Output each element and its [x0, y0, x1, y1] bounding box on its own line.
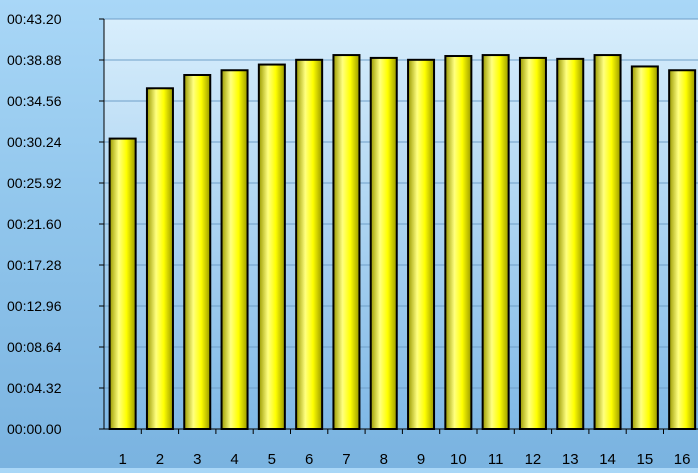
bar [593, 54, 622, 430]
bar [407, 58, 436, 431]
y-tick-label: 00:38.88 [7, 52, 62, 68]
y-tick-label: 00:34.56 [7, 93, 62, 109]
bar [220, 69, 249, 430]
x-tick-label: 4 [230, 451, 238, 468]
x-tick-label: 16 [674, 451, 691, 468]
x-tick-label: 3 [193, 451, 201, 468]
y-tick-label: 00:04.32 [7, 380, 62, 396]
y-tick-label: 00:25.92 [7, 175, 62, 191]
y-tick-labels: 00:00.00 00:04.32 00:08.64 00:12.96 00:17.28… [7, 11, 62, 437]
bar [481, 54, 510, 430]
x-tick-label: 7 [342, 451, 350, 468]
y-tick-label: 00:12.96 [7, 298, 62, 314]
y-tick-label: 00:17.28 [7, 257, 62, 273]
bar [257, 63, 286, 431]
bar [518, 56, 547, 430]
x-tick-label: 11 [488, 451, 504, 468]
y-tick-label: 00:30.24 [7, 134, 62, 150]
bar [145, 87, 174, 430]
x-tick-label: 2 [156, 451, 164, 468]
bar [295, 58, 324, 431]
bar [108, 137, 137, 430]
x-tick-label: 5 [268, 451, 276, 468]
x-tick-label: 9 [417, 451, 425, 468]
bar [556, 57, 585, 430]
x-tick-label: 13 [562, 451, 579, 468]
bar [668, 69, 697, 430]
y-tick-label: 00:21.60 [7, 216, 62, 232]
x-tick-label: 15 [637, 451, 654, 468]
x-tick-labels: 1 2 3 4 5 6 7 8 9 10 11 12 13 14 15 16 [118, 429, 691, 468]
x-tick-label: 1 [118, 451, 126, 468]
y-tick-label: 00:00.00 [7, 421, 62, 437]
bar [369, 56, 398, 430]
x-tick-label: 14 [599, 451, 616, 468]
y-tick-label: 00:43.20 [7, 11, 62, 27]
x-tick-label: 10 [450, 451, 467, 468]
x-tick-label: 6 [305, 451, 313, 468]
x-tick-label: 12 [525, 451, 542, 468]
axes [103, 19, 698, 430]
bar [630, 65, 659, 430]
y-tick-label: 00:08.64 [7, 339, 62, 355]
bar [444, 55, 473, 431]
bars [108, 54, 697, 431]
bar [183, 73, 212, 431]
bar [332, 54, 361, 430]
x-tick-label: 8 [380, 451, 388, 468]
